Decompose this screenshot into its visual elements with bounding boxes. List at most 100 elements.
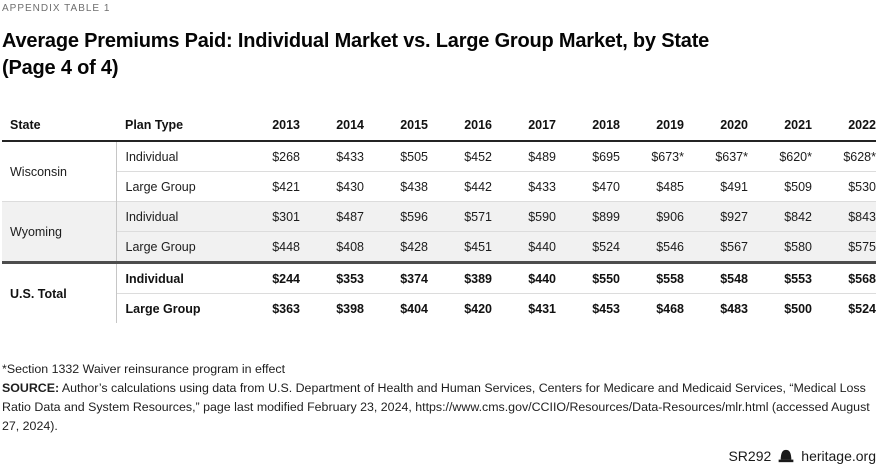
table-header-row: State Plan Type 2013 2014 2015 2016 2017 2018 20… [2,112,876,142]
value-cell: $268 [272,149,300,164]
heritage-bell-icon [778,449,794,463]
table-row: Large Group $363 $398 $404 $420 $431 $453 $468 $… [2,293,876,323]
value-cell: $404 [364,293,428,323]
value-cell: $244 [236,261,300,294]
table-row: Wyoming Individual $301 $487 $596 $571 $590 $89… [2,201,876,263]
column-header-year: 2016 [428,112,492,142]
value-cell: $509 [748,171,812,202]
notes-section: *Section 1332 Waiver reinsurance program… [2,360,876,436]
value-cell: $571 [428,201,492,232]
value-cell: $673* [651,149,684,164]
value-cell: $596 [364,201,428,232]
column-header-plan-type: Plan Type [116,112,236,142]
value-cell: $374 [364,261,428,294]
column-header-year: 2014 [300,112,364,142]
value-cell: $453 [556,293,620,323]
value-cell: $452 [464,149,492,164]
page-footer: SR292 heritage.org [728,448,876,464]
value-cell: $553 [748,261,812,294]
column-header-year: 2020 [684,112,748,142]
value-cell: $899 [556,201,620,232]
value-cell: $470 [556,171,620,202]
column-header-state: State [2,112,116,142]
source-note: SOURCE: Author’s calculations using data… [2,379,876,436]
value-cell: $420 [428,293,492,323]
value-cell: $489 [528,149,556,164]
source-label: SOURCE: [2,381,60,395]
table-footnote: *Section 1332 Waiver reinsurance program… [2,362,286,376]
value-cell: $430 [300,171,364,202]
appendix-table-eyebrow: APPENDIX TABLE 1 [2,3,111,14]
value-cell: $575 [812,231,876,263]
value-cell: $580 [748,231,812,263]
value-cell: $448 [236,231,300,263]
value-cell: $428 [364,231,428,263]
plan-type-cell: Individual [115,201,236,232]
value-cell: $546 [620,231,684,263]
value-cell: $558 [620,261,684,294]
column-header-year: 2013 [236,112,300,142]
value-cell: $505 [400,149,428,164]
column-header-year: 2017 [492,112,556,142]
page-title-line2: (Page 4 of 4) [2,57,119,79]
value-cell: $438 [364,171,428,202]
table-row: Large Group $421 $430 $438 $442 $433 $470 $485 $… [2,171,876,202]
column-header-year: 2022 [812,112,876,142]
value-cell: $468 [620,293,684,323]
value-cell: $431 [492,293,556,323]
value-cell: $363 [236,293,300,323]
value-cell: $590 [492,201,556,232]
value-cell: $550 [556,261,620,294]
value-cell: $440 [492,231,556,263]
value-cell: $487 [300,201,364,232]
value-cell: $530 [812,171,876,202]
value-cell: $500 [748,293,812,323]
value-cell: $398 [300,293,364,323]
value-cell: $408 [300,231,364,263]
value-cell: $927 [684,201,748,232]
value-cell: $483 [684,293,748,323]
table-row: U.S. Total Individual $244 $353 $374 $389 $440… [2,261,876,323]
state-label: Wisconsin [10,164,67,179]
column-header-year: 2018 [556,112,620,142]
plan-type-cell: Individual [115,141,236,172]
site-name: heritage.org [801,448,876,464]
plan-type-cell: Large Group [115,171,236,202]
page-title: Average Premiums Paid: Individual Market… [2,28,876,82]
source-text: Author’s calculations using data from U.… [2,381,870,433]
column-header-year: 2019 [620,112,684,142]
value-cell: $620* [779,149,812,164]
value-cell: $440 [492,261,556,294]
state-label: Wyoming [2,201,116,263]
column-header-year: 2015 [364,112,428,142]
plan-type-cell: Large Group [115,293,236,323]
value-cell: $843 [812,201,876,232]
value-cell: $548 [684,261,748,294]
value-cell: $695 [592,149,620,164]
value-cell: $906 [620,201,684,232]
report-id: SR292 [728,448,772,464]
value-cell: $485 [620,171,684,202]
value-cell: $433 [336,149,364,164]
value-cell: $353 [300,261,364,294]
plan-type-cell: Individual [115,261,236,294]
value-cell: $301 [236,201,300,232]
page-title-line1: Average Premiums Paid: Individual Market… [2,30,710,52]
value-cell: $442 [428,171,492,202]
value-cell: $451 [428,231,492,263]
value-cell: $524 [812,293,876,323]
value-cell: $567 [684,231,748,263]
state-label: U.S. Total [2,261,116,323]
plan-type-cell: Large Group [115,231,236,263]
value-cell: $433 [492,171,556,202]
table-body: Wisconsin Individual $268 $433 $505 $452 $489 $… [2,141,876,323]
value-cell: $628* [843,149,876,164]
table-row: Large Group $448 $408 $428 $451 $440 $524 $546 $… [2,231,876,263]
value-cell: $637* [715,149,748,164]
value-cell: $491 [684,171,748,202]
value-cell: $389 [428,261,492,294]
premiums-table: State Plan Type 2013 2014 2015 2016 2017 2018 20… [2,112,876,323]
value-cell: $421 [236,171,300,202]
value-cell: $568 [812,261,876,294]
